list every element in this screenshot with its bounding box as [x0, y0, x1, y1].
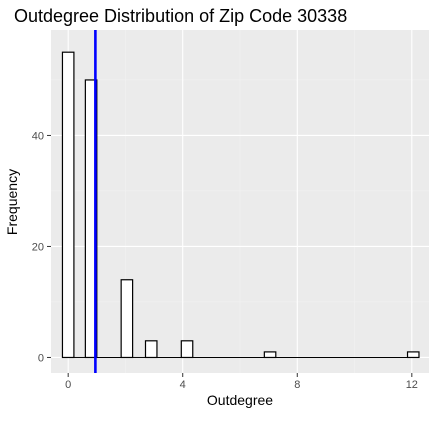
- y-tick-label: 40: [32, 130, 44, 142]
- y-tick-label: 20: [32, 241, 44, 253]
- y-axis-title: Frequency: [4, 169, 20, 235]
- x-tick-label: 12: [406, 379, 418, 391]
- x-tick-label: 0: [65, 379, 71, 391]
- histogram-bars: [61, 51, 420, 359]
- histogram-bar: [120, 279, 134, 359]
- histogram-bar: [263, 351, 277, 359]
- histogram-bar: [144, 340, 158, 359]
- chart-title: Outdegree Distribution of Zip Code 30338: [14, 6, 347, 26]
- histogram-bar: [406, 351, 420, 359]
- x-axis-title: Outdegree: [207, 392, 273, 408]
- y-tick-label: 0: [38, 352, 44, 364]
- histogram-bar: [180, 340, 194, 359]
- x-tick-label: 8: [294, 379, 300, 391]
- axis-ticks: 0 4 8 12 0 20 40: [32, 130, 418, 391]
- x-tick-label: 4: [180, 379, 186, 391]
- histogram-bar: [61, 51, 75, 359]
- histogram-bar: [84, 79, 98, 359]
